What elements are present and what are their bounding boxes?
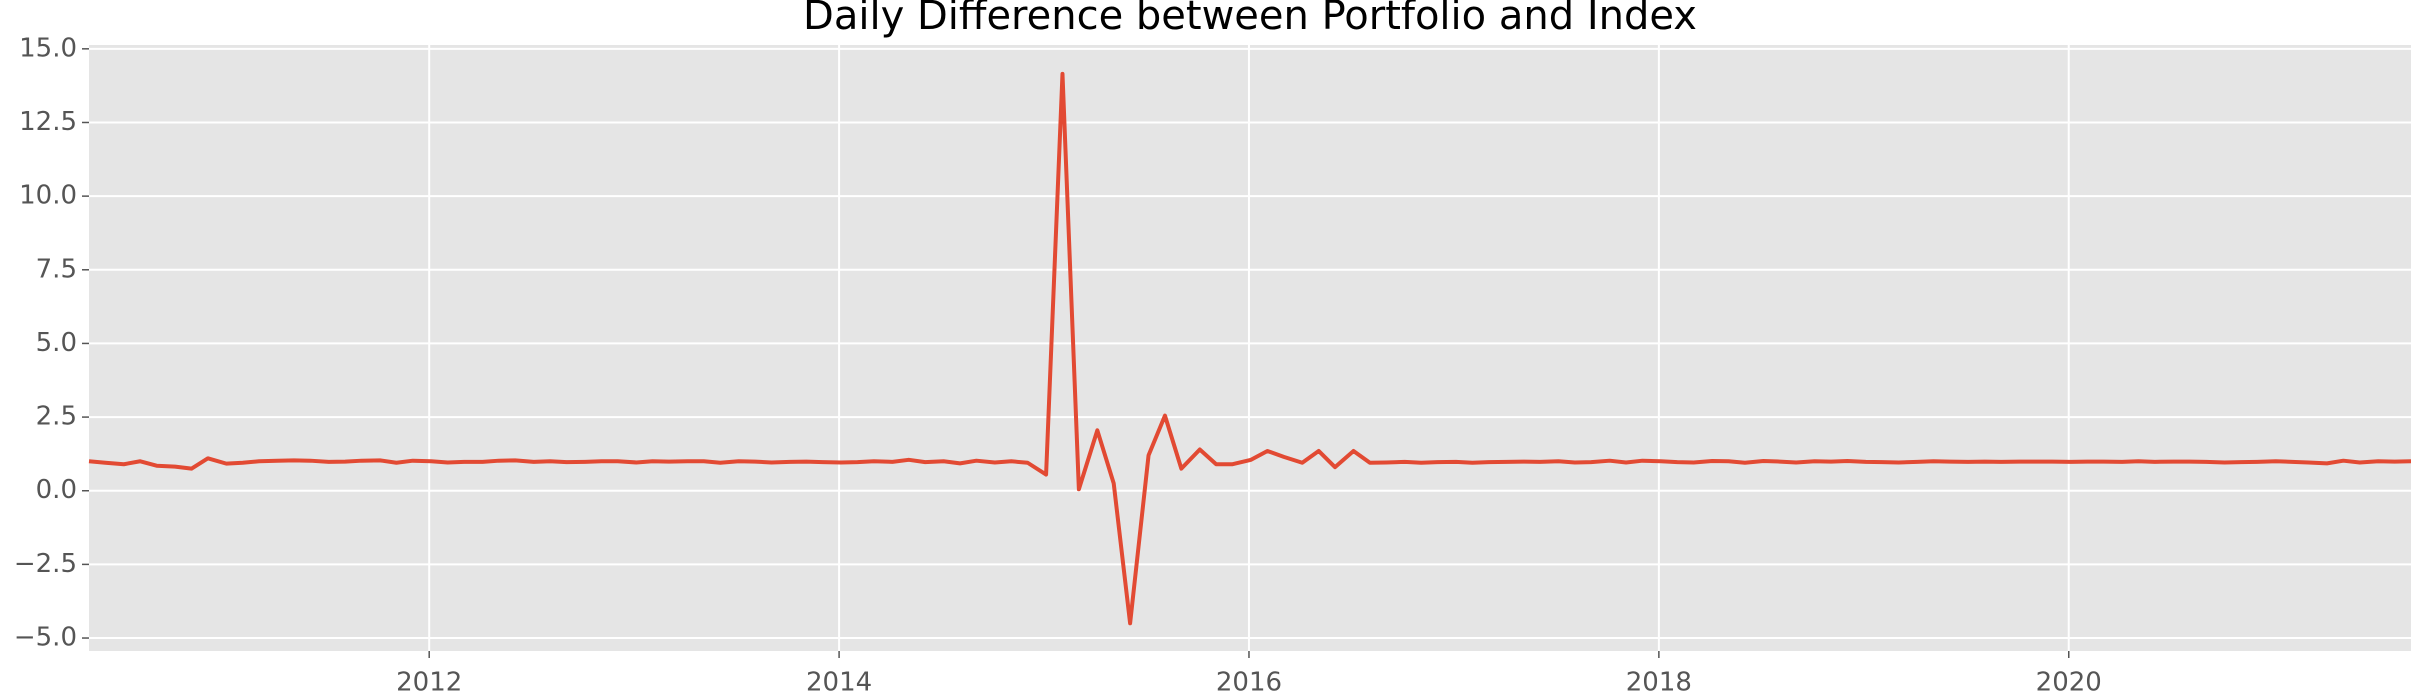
x-tick-label: 2016 <box>1216 668 1282 698</box>
x-tick-label: 2020 <box>2036 668 2102 698</box>
y-tick-label: 0.0 <box>36 475 77 505</box>
y-tick-label: 7.5 <box>36 254 77 284</box>
y-tick-label: 12.5 <box>19 107 77 137</box>
y-tick-label: 10.0 <box>19 181 77 211</box>
plot-area <box>89 45 2411 651</box>
x-tick-label: 2012 <box>396 668 462 698</box>
data-line <box>88 71 2411 626</box>
y-tick-label: −2.5 <box>14 549 77 579</box>
x-tick-label: 2018 <box>1626 668 1692 698</box>
chart-title: Daily Difference between Portfolio and I… <box>803 0 1697 39</box>
y-tick-label: −5.0 <box>14 623 77 653</box>
y-tick-label: 2.5 <box>36 402 77 432</box>
y-tick-label: 5.0 <box>36 328 77 358</box>
x-tick-label: 2014 <box>806 668 872 698</box>
y-tick-label: 15.0 <box>19 33 77 63</box>
